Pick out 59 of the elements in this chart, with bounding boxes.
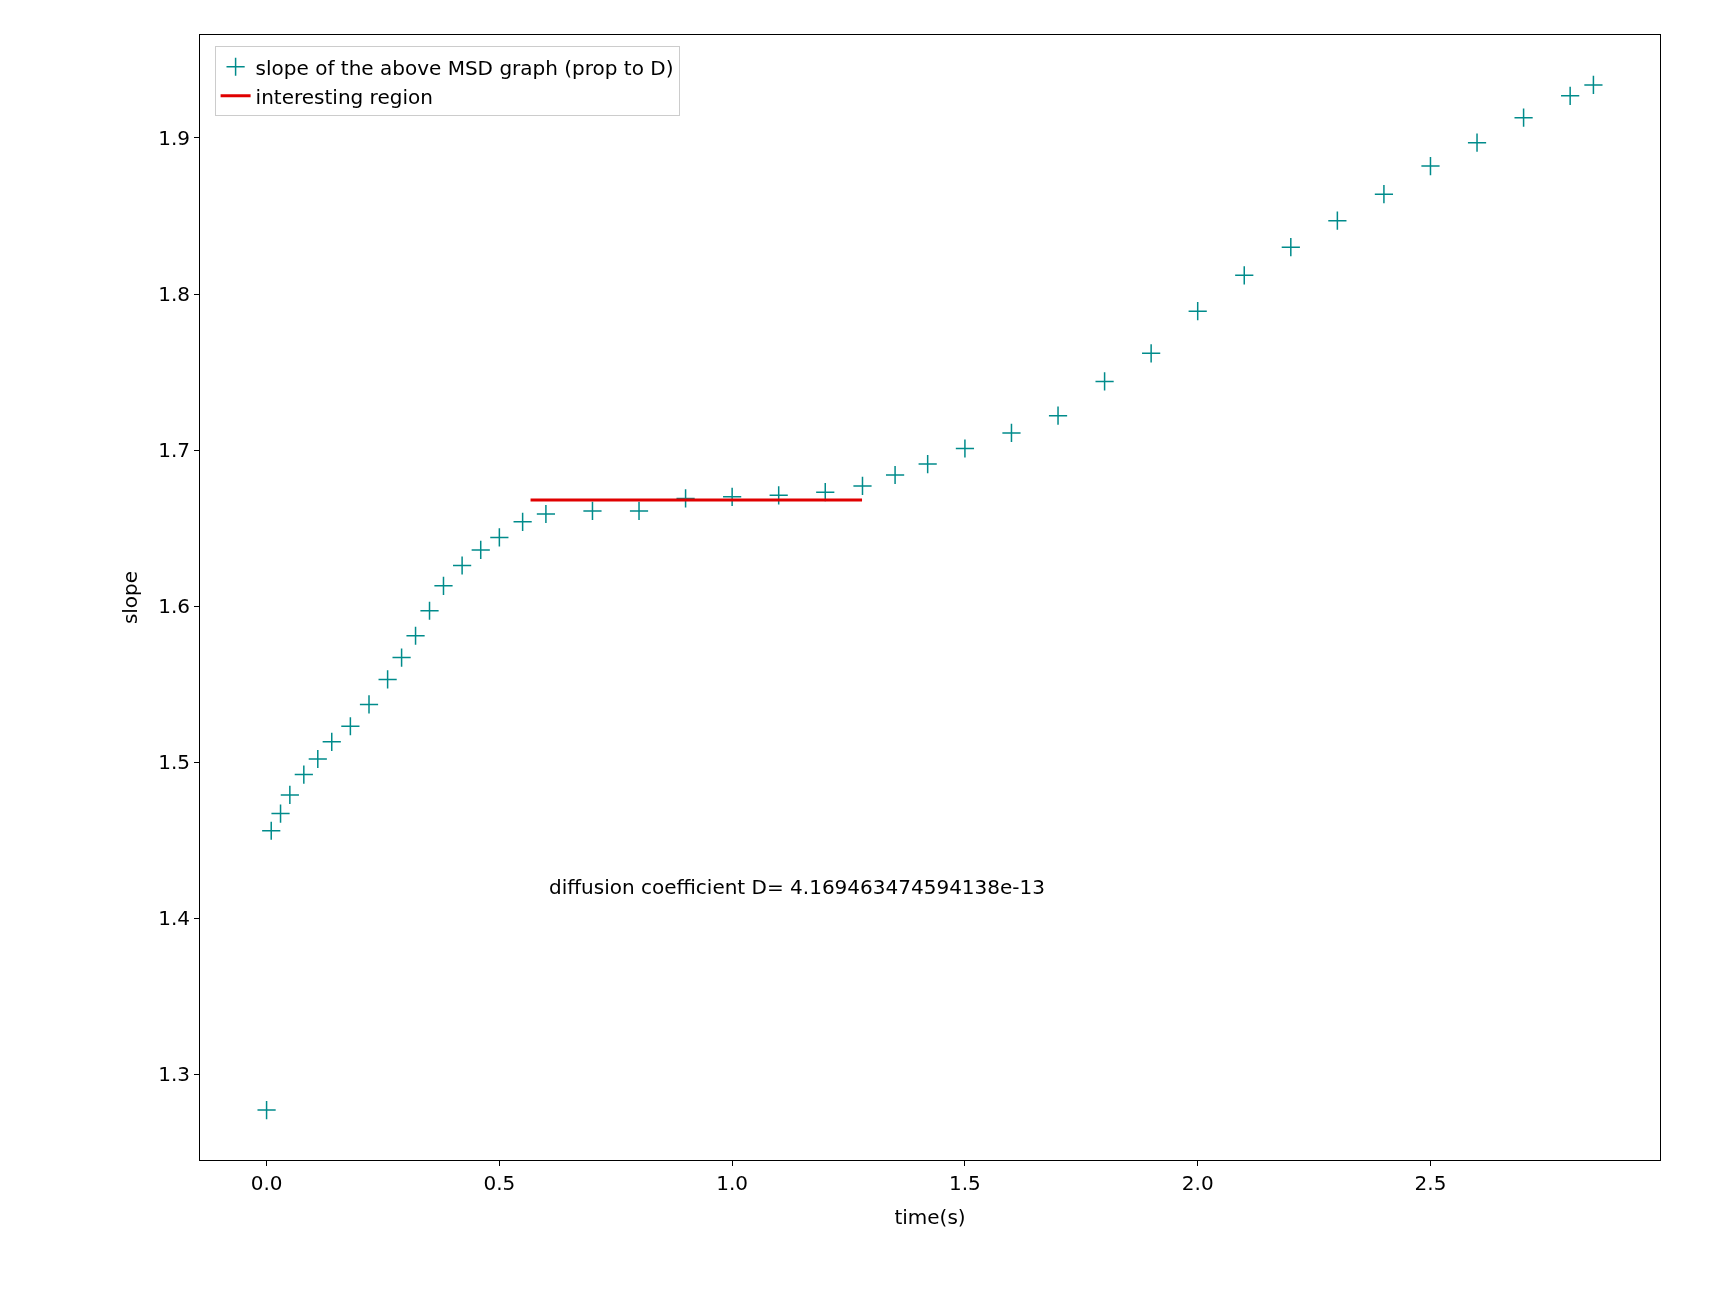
y-tick-label: 1.9 xyxy=(158,125,190,150)
point xyxy=(391,647,412,668)
point xyxy=(885,465,905,485)
y-tick-label: 1.5 xyxy=(158,750,190,775)
x-tick-label: 2.0 xyxy=(1181,1171,1214,1195)
y-axis-title: slope xyxy=(117,570,142,625)
x-tick-label: 1.0 xyxy=(716,1171,749,1195)
point xyxy=(419,600,440,621)
point xyxy=(270,803,291,824)
x-tick-label: 1.5 xyxy=(949,1171,981,1195)
x-tick-label: 0.5 xyxy=(483,1171,516,1195)
x-axis-title: time(s) xyxy=(894,1204,966,1229)
point xyxy=(359,694,379,715)
point xyxy=(261,820,282,841)
point xyxy=(582,501,603,521)
point xyxy=(512,511,533,532)
y-tick-label: 1.8 xyxy=(158,282,190,307)
point xyxy=(1141,343,1161,364)
point xyxy=(1583,75,1604,95)
point xyxy=(1187,301,1208,322)
point xyxy=(1234,265,1255,286)
point xyxy=(307,749,328,769)
y-tick-label: 1.3 xyxy=(158,1062,190,1087)
x-tick-label: 0.0 xyxy=(250,1171,283,1195)
point xyxy=(1327,210,1348,231)
point xyxy=(536,504,556,524)
point xyxy=(1280,237,1301,258)
y-tick-label: 1.6 xyxy=(158,594,190,619)
point xyxy=(852,476,873,496)
y-tick-label: 1.4 xyxy=(158,906,190,931)
point xyxy=(433,575,454,596)
point xyxy=(917,454,938,474)
annotation: diffusion coefficient D= 4.169463474594138e-13 xyxy=(549,875,1045,899)
point xyxy=(1001,423,1022,443)
point xyxy=(280,785,300,805)
point xyxy=(955,438,975,459)
point xyxy=(722,487,742,507)
legend-label: slope of the above MSD graph (prop to D) xyxy=(255,55,674,80)
point xyxy=(1374,184,1394,204)
point xyxy=(256,1100,277,1120)
point xyxy=(377,669,398,690)
point xyxy=(293,764,314,785)
point xyxy=(1420,156,1441,176)
point xyxy=(470,540,491,560)
point xyxy=(1513,107,1534,128)
point xyxy=(768,485,789,506)
point xyxy=(489,527,510,548)
point xyxy=(321,731,342,752)
point xyxy=(340,716,361,737)
point xyxy=(629,501,649,521)
point xyxy=(1048,405,1068,426)
point xyxy=(1467,132,1487,153)
point xyxy=(1560,86,1580,106)
point xyxy=(405,625,426,646)
point xyxy=(1094,371,1115,392)
y-tick-label: 1.7 xyxy=(158,438,190,463)
point xyxy=(452,555,472,576)
x-tick-label: 2.5 xyxy=(1414,1171,1447,1195)
legend-label: interesting region xyxy=(255,84,433,109)
